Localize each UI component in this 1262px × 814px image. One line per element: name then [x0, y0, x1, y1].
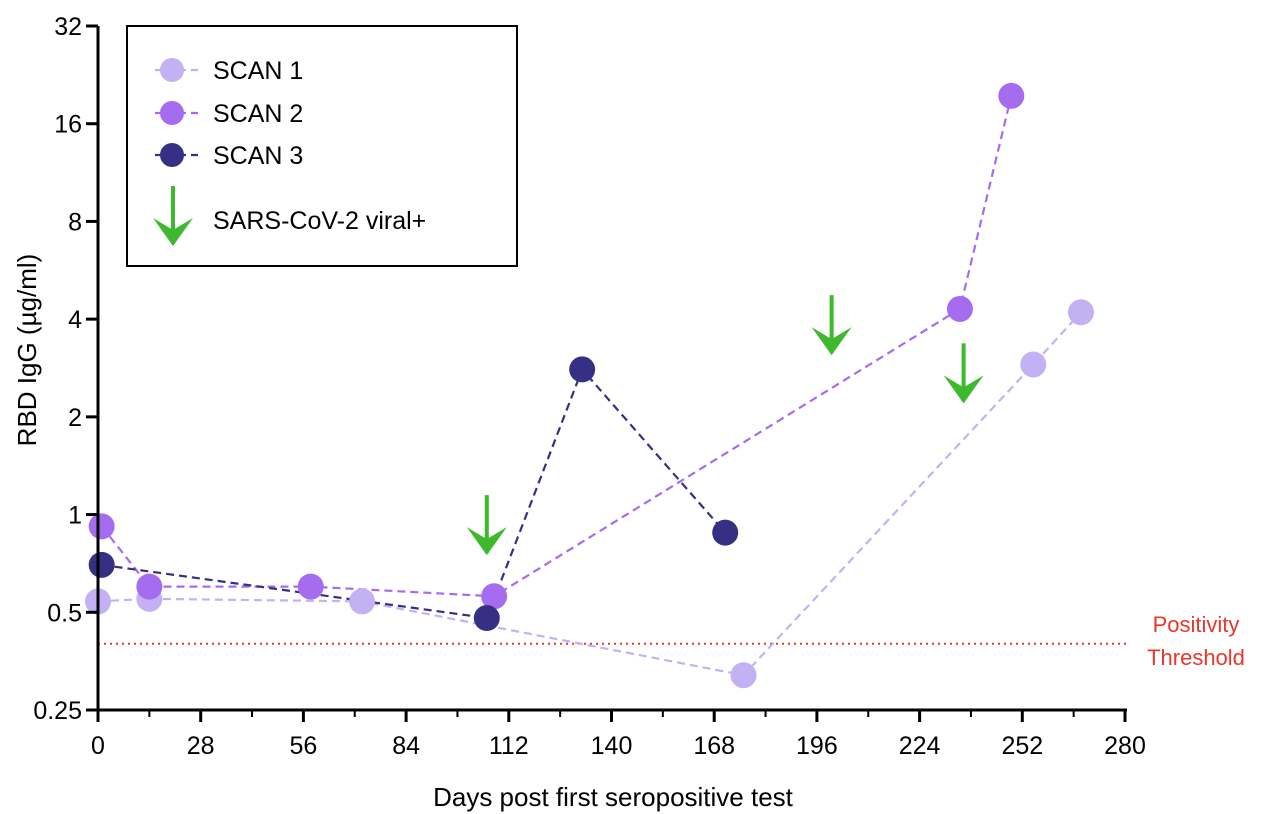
legend-label-scan1: SCAN 1 [213, 57, 303, 85]
y-ticks: 0.25 0.5 1 2 4 8 16 32 [33, 13, 98, 725]
data-point-scan2 [998, 82, 1025, 109]
y-tick-label: 2 [68, 404, 82, 432]
x-tick-label: 224 [899, 732, 941, 760]
legend-marker-scan2 [160, 101, 184, 125]
x-tick-label: 280 [1104, 732, 1146, 760]
legend-marker-scan3 [160, 143, 184, 167]
x-ticks: 0 28 56 84 112 140 168 196 224 252 280 [91, 710, 1146, 760]
x-tick-label: 140 [591, 732, 633, 760]
y-tick-label: 0.5 [47, 599, 82, 627]
legend-marker-scan1 [160, 58, 184, 82]
data-point-scan1 [1067, 299, 1094, 326]
data-point-scan2 [136, 573, 163, 600]
threshold-layer: Positivity Threshold [98, 612, 1245, 670]
viral-positive-arrow [943, 343, 984, 404]
x-tick-label: 112 [489, 732, 529, 760]
x-tick-label: 196 [796, 732, 838, 760]
data-point-scan3 [473, 605, 500, 632]
legend-label-scan3: SCAN 3 [213, 142, 303, 170]
x-tick-label: 168 [693, 732, 735, 760]
data-point-scan2 [481, 583, 508, 610]
series-line-2 [100, 95, 1013, 598]
data-point-scan1 [730, 662, 757, 689]
y-tick-label: 8 [68, 208, 82, 236]
y-tick-label: 32 [54, 13, 82, 41]
y-tick-label: 16 [54, 111, 82, 139]
data-point-scan3 [88, 551, 115, 578]
viral-positive-arrows [466, 295, 984, 556]
y-axis-title: RBD IgG (µg/ml) [12, 254, 42, 447]
y-tick-label: 1 [68, 502, 82, 530]
x-tick-label: 28 [187, 732, 215, 760]
legend-label-viral-positive: SARS-CoV-2 viral+ [213, 207, 426, 235]
threshold-label-line1: Positivity [1153, 612, 1240, 637]
x-tick-label: 252 [1001, 732, 1043, 760]
legend-label-scan2: SCAN 2 [213, 100, 303, 128]
series-line-3 [101, 367, 727, 620]
y-tick-label: 4 [68, 306, 82, 334]
x-axis-title: Days post first seropositive test [433, 782, 794, 812]
x-tick-label: 84 [392, 732, 420, 760]
x-tick-label: 56 [289, 732, 317, 760]
data-point-scan2 [88, 513, 115, 540]
data-point-scan1 [1020, 351, 1047, 378]
y-tick-label: 0.25 [33, 697, 82, 725]
viral-positive-arrow [466, 495, 507, 556]
x-tick-label: 0 [91, 732, 105, 760]
data-point-scan3 [569, 356, 596, 383]
legend-box [126, 25, 518, 267]
data-point-scan1 [349, 588, 376, 615]
viral-positive-arrow [811, 295, 852, 356]
data-point-scan2 [297, 573, 324, 600]
threshold-label-line2: Threshold [1147, 645, 1245, 670]
data-point-scan2 [946, 295, 973, 322]
series-points [85, 82, 1094, 689]
legend: SCAN 1 SCAN 2 SCAN 3 SARS-CoV-2 viral+ [126, 25, 518, 267]
data-point-scan3 [712, 519, 739, 546]
legend-arrow-icon [153, 186, 193, 246]
